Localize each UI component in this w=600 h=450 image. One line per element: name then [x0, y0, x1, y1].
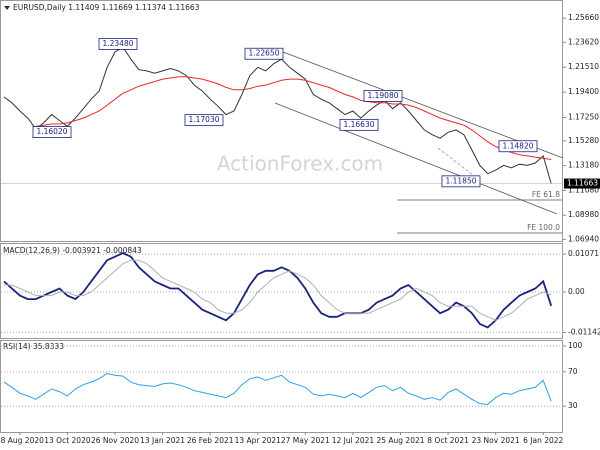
annotation-label: 1.16630	[343, 120, 374, 129]
macd-title: MACD(12,26,9) -0.003921 -0.000843	[3, 246, 142, 255]
annotation-box	[98, 38, 138, 50]
fe-label: FE 100.0	[527, 223, 560, 232]
annotation-box	[244, 47, 284, 60]
y-tick-label: 1.23620	[568, 37, 599, 46]
x-tick-label: 12 Jul 2021	[332, 436, 375, 445]
fe-label: FE 61.8	[532, 190, 560, 199]
x-tick-label: 13 Oct 2020	[44, 436, 91, 445]
rsi-title: RSI(14) 35.8333	[3, 342, 64, 351]
series-line	[3, 372, 552, 406]
x-tick-label: 8 Oct 2021	[427, 436, 469, 445]
series-line	[3, 252, 553, 329]
annotation-label: 1.17030	[188, 115, 219, 124]
watermark: ActionForex.com	[217, 152, 383, 176]
y-tick-label: 1.13180	[568, 161, 599, 170]
y-tick-label: 0.01071	[568, 249, 599, 258]
y-tick-label: 0.00	[568, 287, 585, 296]
y-tick-label: 1.25660	[568, 13, 599, 22]
annotation-label: 1.23480	[102, 39, 133, 48]
menu-icon	[4, 6, 10, 10]
y-tick-label: -0.011424	[568, 327, 600, 336]
x-tick-label: 6 Jan 2022	[523, 436, 563, 445]
chart-title: EURUSD,Daily 1.11409 1.11669 1.11374 1.1…	[13, 3, 200, 12]
annotation-label: 1.16020	[36, 127, 67, 136]
y-tick-label: 70	[568, 367, 578, 376]
macd-panel	[0, 243, 563, 339]
x-tick-label: 23 Nov 2021	[472, 436, 520, 445]
x-tick-label: 28 Aug 2020	[0, 436, 44, 445]
y-tick-label: 1.11080	[568, 185, 599, 194]
y-tick-label: 100	[568, 341, 583, 350]
channel-upper	[282, 51, 564, 159]
y-tick-label: 1.21510	[568, 62, 599, 71]
y-tick-label: 1.06940	[568, 234, 599, 243]
price-panel	[0, 0, 563, 242]
annotation-label: 1.14820	[502, 141, 533, 150]
series-line	[3, 46, 552, 184]
annotation-box	[339, 118, 379, 131]
series-line	[35, 76, 552, 160]
annotation-label: 1.22650	[248, 49, 279, 58]
annotation-box	[498, 140, 538, 153]
annotation-label: 1.11850	[445, 176, 476, 185]
x-tick-label: 27 May 2021	[281, 436, 330, 445]
y-tick-label: 1.17250	[568, 113, 599, 122]
last-price-tag	[564, 178, 600, 189]
rsi-panel	[0, 340, 563, 433]
channel-lower	[274, 102, 558, 215]
annotation-box	[32, 126, 72, 138]
annotation-label: 1.19080	[367, 91, 398, 100]
x-tick-label: 26 Nov 2020	[91, 436, 139, 445]
y-tick-label: 1.08980	[568, 210, 599, 219]
y-tick-label: 1.15280	[568, 136, 599, 145]
annotation-box	[184, 114, 224, 127]
series-line	[4, 259, 552, 321]
y-tick-label: 30	[568, 401, 578, 410]
y-tick-label: 1.19400	[568, 87, 599, 96]
x-tick-label: 25 Aug 2021	[376, 436, 424, 445]
last-price-label: 1.11663	[567, 179, 598, 188]
annotation-box	[441, 175, 481, 188]
x-tick-label: 13 Apr 2021	[235, 436, 282, 445]
x-tick-label: 26 Feb 2021	[187, 436, 234, 445]
x-tick-label: 13 Jan 2021	[140, 436, 185, 445]
annotation-box	[363, 90, 403, 102]
